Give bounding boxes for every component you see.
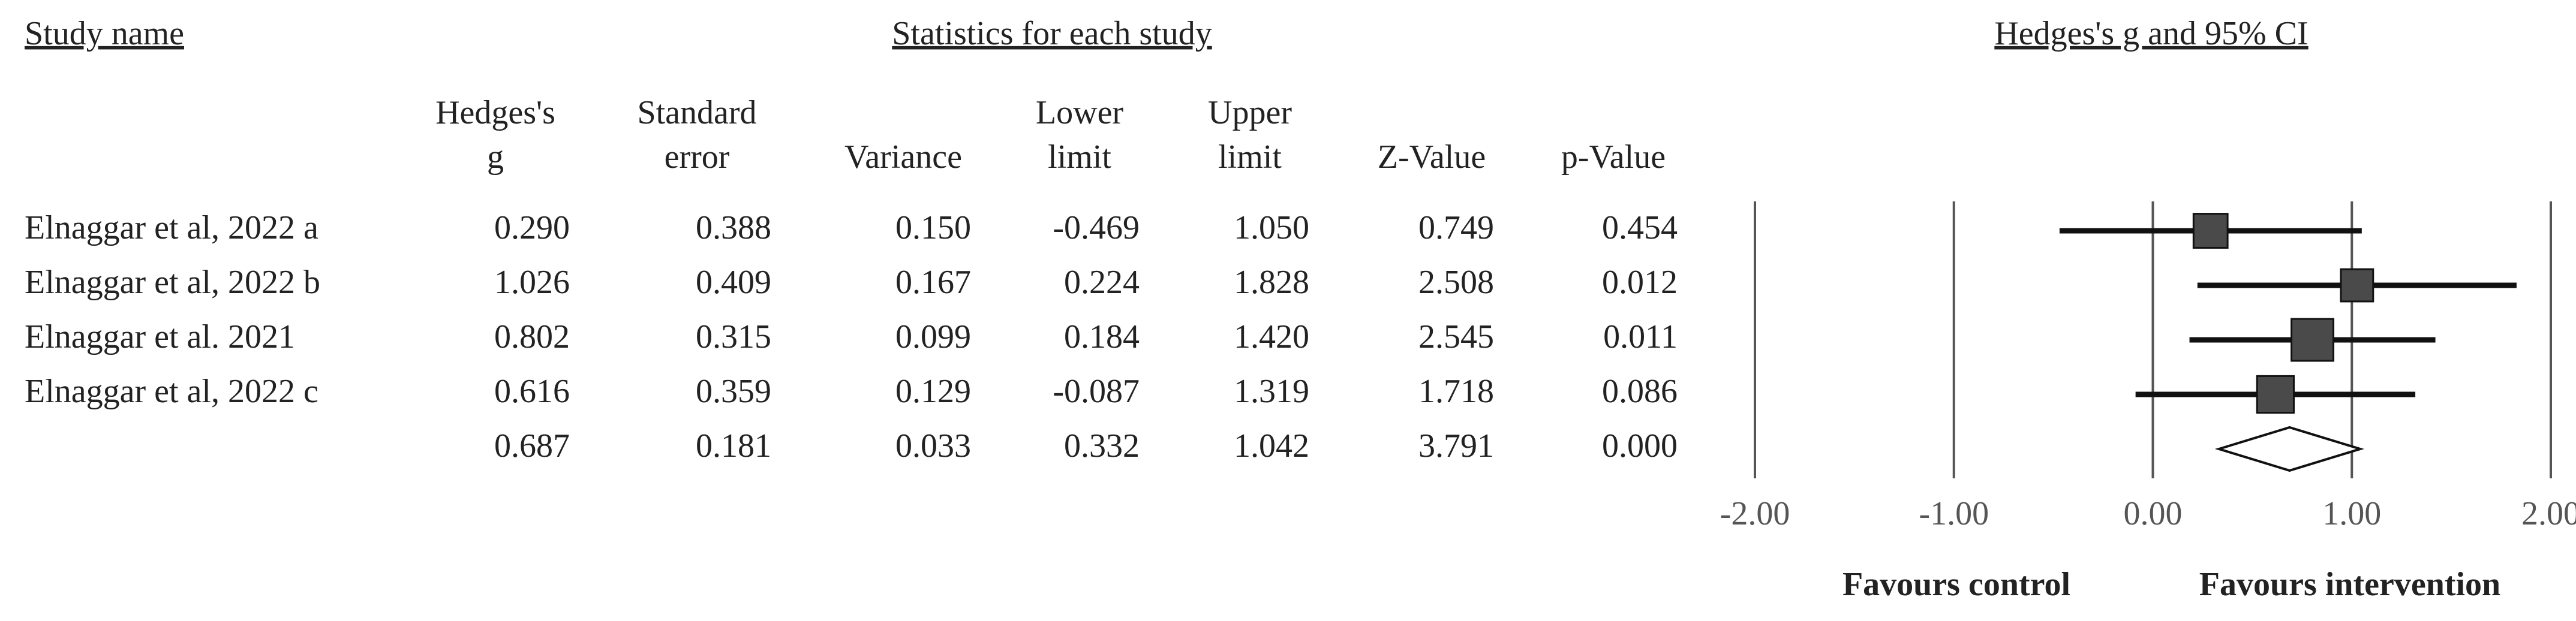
column-header: error	[665, 138, 730, 176]
column-header: p-Value	[1561, 138, 1666, 176]
cell-value: 0.012	[1602, 264, 1678, 301]
cell-value: 0.099	[895, 318, 971, 355]
cell-value: 1.828	[1234, 264, 1309, 301]
x-tick-label: -2.00	[1720, 495, 1790, 532]
cell-value: 0.129	[895, 373, 971, 410]
column-header: Z-Value	[1378, 138, 1486, 176]
stats-header: Statistics for each study	[892, 15, 1212, 52]
cell-value: 0.290	[494, 209, 570, 246]
cell-value: 0.409	[696, 264, 771, 301]
cell-value: 1.319	[1234, 373, 1309, 410]
left-label: Favours control	[1842, 566, 2070, 603]
study-name: Elnaggar et al, 2022 a	[25, 209, 318, 246]
x-tick-label: 0.00	[2124, 495, 2183, 532]
cell-value: 0.749	[1418, 209, 1494, 246]
effect-square	[2256, 375, 2295, 414]
cell-value: 1.420	[1234, 318, 1309, 355]
cell-value: 0.687	[494, 427, 570, 465]
cell-value: 0.181	[696, 427, 771, 465]
study-name: Elnaggar et al, 2022 b	[25, 264, 320, 301]
cell-value: 0.315	[696, 318, 771, 355]
column-header: Lower	[1036, 94, 1124, 131]
study-name: Elnaggar et al, 2022 c	[25, 373, 318, 410]
right-label: Favours intervention	[2199, 566, 2500, 603]
effect-square	[2192, 213, 2229, 249]
cell-value: 0.224	[1064, 264, 1140, 301]
effect-square	[2291, 318, 2335, 362]
cell-value: 0.033	[895, 427, 971, 465]
cell-value: 0.086	[1602, 373, 1678, 410]
cell-value: 0.802	[494, 318, 570, 355]
cell-value: 0.332	[1064, 427, 1140, 465]
column-header: Hedges's	[435, 94, 555, 131]
cell-value: 2.545	[1418, 318, 1494, 355]
cell-value: -0.469	[1053, 209, 1140, 246]
name-header: Study name	[25, 15, 184, 52]
cell-value: 0.359	[696, 373, 771, 410]
cell-value: 1.050	[1234, 209, 1309, 246]
column-header: g	[487, 138, 504, 176]
cell-value: 0.011	[1603, 318, 1678, 355]
x-tick-label: 1.00	[2322, 495, 2381, 532]
cell-value: 0.388	[696, 209, 771, 246]
cell-value: 3.791	[1418, 427, 1494, 465]
cell-value: 0.150	[895, 209, 971, 246]
cell-value: 0.184	[1064, 318, 1140, 355]
column-header: limit	[1048, 138, 1111, 176]
effect-square	[2340, 268, 2374, 303]
cell-value: 1.026	[494, 264, 570, 301]
cell-value: -0.087	[1053, 373, 1140, 410]
cell-value: 0.616	[494, 373, 570, 410]
cell-value: 0.454	[1602, 209, 1678, 246]
column-header: Standard	[637, 94, 756, 131]
plot-title: Hedges's g and 95% CI	[1994, 15, 2308, 52]
summary-diamond	[2214, 426, 2365, 472]
cell-value: 1.718	[1418, 373, 1494, 410]
cell-value: 0.000	[1602, 427, 1678, 465]
study-name: Elnaggar et al. 2021	[25, 318, 295, 355]
x-tick-label: -1.00	[1919, 495, 1989, 532]
column-header: Upper	[1208, 94, 1292, 131]
cell-value: 0.167	[895, 264, 971, 301]
cell-value: 2.508	[1418, 264, 1494, 301]
column-header: Variance	[844, 138, 962, 176]
cell-value: 1.042	[1234, 427, 1309, 465]
column-header: limit	[1218, 138, 1282, 176]
x-tick-label: 2.00	[2521, 495, 2576, 532]
